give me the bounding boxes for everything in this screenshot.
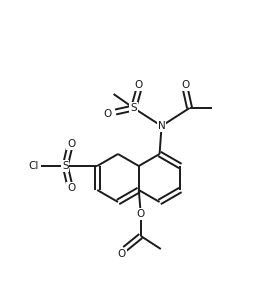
Text: O: O (137, 209, 145, 219)
Text: Cl: Cl (29, 161, 39, 171)
Text: O: O (67, 139, 75, 149)
Text: O: O (67, 183, 75, 193)
Text: O: O (181, 80, 190, 90)
Text: O: O (134, 80, 143, 90)
Text: S: S (62, 161, 69, 171)
Text: S: S (130, 103, 137, 113)
Text: O: O (103, 109, 112, 119)
Text: O: O (118, 249, 126, 259)
Text: N: N (158, 121, 165, 131)
